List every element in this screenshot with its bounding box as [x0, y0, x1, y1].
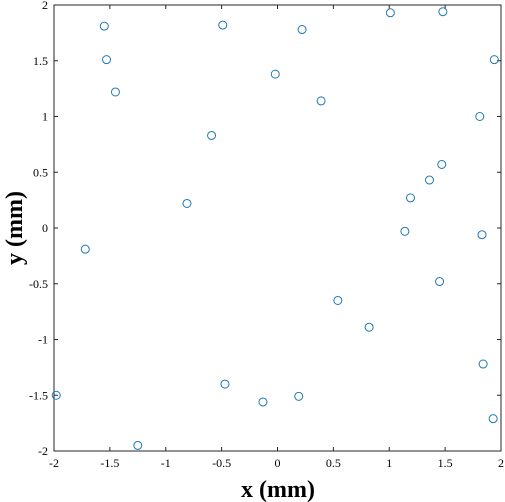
data-point [400, 226, 410, 236]
data-point [478, 359, 488, 369]
data-point [405, 193, 415, 203]
x-tick-label: 1 [386, 456, 392, 470]
y-tick-label: 0.5 [33, 165, 48, 179]
data-point [424, 175, 434, 185]
x-tick-label: 1.5 [438, 456, 453, 470]
y-tick-label: 0 [42, 221, 48, 235]
data-point [385, 8, 395, 18]
y-axis-title: y (mm) [2, 191, 28, 265]
points-layer [51, 7, 499, 450]
y-tick-label: -1 [38, 333, 48, 347]
data-point [218, 20, 228, 30]
data-point [489, 55, 499, 65]
ticks-layer: -2 -1.5 -1 -0.5 0 0.5 1 1.5 2 -2 -1.5 -1 -0.5 0 0.5 1 1.… [29, 0, 504, 470]
x-tick-label: -2 [49, 456, 59, 470]
data-point [220, 379, 230, 389]
data-point [316, 96, 326, 106]
y-tick-label: -1.5 [29, 388, 48, 402]
data-point [182, 198, 192, 208]
y-tick-label: 1.5 [33, 54, 48, 68]
data-point [258, 397, 268, 407]
data-point [133, 440, 143, 450]
data-point [207, 130, 217, 140]
data-point [270, 69, 280, 79]
y-tick-label: 2 [42, 0, 48, 12]
data-point [333, 295, 343, 305]
data-point [80, 244, 90, 254]
data-point [364, 322, 374, 332]
x-tick-label: 2 [498, 456, 504, 470]
data-point [435, 277, 445, 287]
x-tick-label: -1 [161, 456, 171, 470]
data-point [99, 21, 109, 31]
data-point [477, 230, 487, 240]
data-point [102, 55, 112, 65]
x-tick-label: -0.5 [212, 456, 231, 470]
data-point [110, 87, 120, 97]
x-tick-label: 0.5 [326, 456, 341, 470]
data-point [294, 391, 304, 401]
x-tick-label: -1.5 [100, 456, 119, 470]
y-tick-label: -0.5 [29, 277, 48, 291]
data-point [51, 390, 61, 400]
data-point [437, 159, 447, 169]
data-point [438, 7, 448, 17]
data-point [475, 112, 485, 121]
data-point [297, 25, 307, 35]
x-axis-title: x (mm) [241, 477, 315, 502]
x-tick-label: 0 [275, 456, 281, 470]
y-tick-label: 1 [42, 110, 48, 124]
y-tick-label: -2 [38, 444, 48, 458]
data-point [488, 414, 498, 424]
plot-frame [53, 4, 502, 452]
